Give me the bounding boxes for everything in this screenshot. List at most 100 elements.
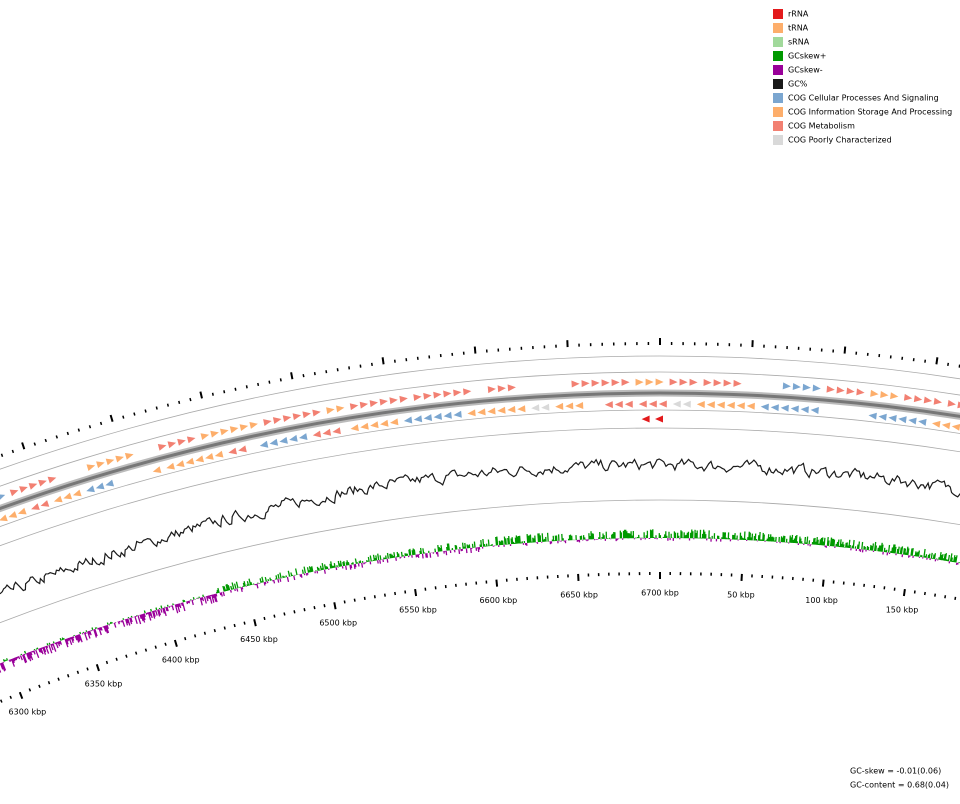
gene [918, 419, 926, 426]
gene [263, 419, 272, 426]
gene [249, 422, 258, 429]
inner-tick [77, 671, 78, 674]
ring [0, 410, 960, 610]
inner-tick [146, 649, 147, 652]
gene [153, 466, 162, 473]
gene [811, 407, 819, 414]
inner-tick [185, 637, 186, 640]
inner-tick [324, 604, 325, 607]
gene [176, 460, 185, 467]
gene [323, 429, 332, 436]
ruler-label: 6450 kbp [240, 635, 278, 644]
inner-tick [254, 619, 256, 626]
outer-tick [845, 347, 846, 354]
ruler-label: 150 kbp [886, 605, 919, 614]
gene [605, 401, 613, 408]
gene [673, 401, 681, 408]
gc-skew-negative [0, 538, 960, 730]
legend-swatch [773, 121, 783, 131]
inner-tick [385, 594, 386, 597]
gene [293, 413, 302, 420]
inner-tick [155, 646, 156, 649]
gene [48, 477, 57, 484]
legend-label: COG Information Storage And Processing [788, 108, 952, 117]
gene [801, 406, 809, 413]
outer-tick [258, 383, 259, 386]
gene [642, 416, 650, 423]
inner-tick [344, 601, 345, 604]
gene [63, 493, 72, 500]
gene [230, 426, 239, 433]
gene [289, 435, 298, 442]
legend-swatch [773, 51, 783, 61]
gene [360, 402, 368, 409]
inner-tick [395, 592, 396, 595]
inner-tick [1, 700, 2, 703]
gene [517, 405, 525, 412]
gene [737, 402, 745, 409]
gene [655, 416, 663, 423]
inner-tick [304, 608, 305, 611]
footer-gc-skew: GC-skew = -0.01(0.06) [850, 767, 941, 776]
outer-tick [200, 392, 202, 399]
inner-tick [165, 643, 166, 646]
gene [869, 413, 877, 420]
gene [115, 456, 124, 463]
outer-tick [78, 429, 79, 432]
gene [707, 401, 715, 408]
gene [952, 424, 960, 431]
gene [625, 401, 633, 408]
gene [659, 401, 667, 408]
gene [622, 379, 630, 386]
gene [443, 391, 451, 398]
inner-tick [126, 655, 127, 658]
gene [733, 380, 741, 387]
gene [18, 508, 27, 515]
outer-tick [123, 416, 124, 419]
inner-tick [68, 674, 69, 677]
gene [96, 461, 105, 468]
inner-tick [244, 622, 245, 625]
gene [791, 406, 799, 413]
gene [299, 433, 308, 440]
outer-tick [372, 363, 373, 366]
gene [727, 402, 735, 409]
outer-tick [383, 357, 384, 364]
gene [837, 387, 845, 394]
gene [168, 441, 177, 448]
gene [166, 463, 175, 470]
gene [704, 379, 712, 386]
gene [717, 402, 725, 409]
gene [453, 390, 461, 397]
gene [575, 402, 583, 409]
gene [582, 380, 590, 387]
legend-swatch [773, 107, 783, 117]
gene [747, 403, 755, 410]
ruler-label: 6350 kbp [85, 680, 123, 689]
backbone-shadow [0, 393, 960, 595]
gene [195, 455, 204, 462]
gene [942, 422, 951, 429]
outer-tick [67, 432, 68, 435]
outer-tick [247, 385, 248, 388]
ruler-label: 6400 kbp [162, 656, 200, 665]
gene [389, 397, 397, 404]
gene [856, 388, 864, 395]
outer-tick [90, 425, 91, 428]
inner-tick [935, 594, 936, 597]
outer-tick [168, 404, 169, 407]
inner-tick [49, 681, 50, 684]
legend-swatch [773, 135, 783, 145]
ruler-label: 6650 kbp [560, 590, 598, 599]
gene [326, 407, 335, 414]
legend-swatch [773, 9, 783, 19]
inner-tick [823, 580, 824, 587]
ruler-label: 6600 kbp [480, 596, 518, 605]
inner-tick [264, 617, 265, 620]
gene [201, 433, 210, 440]
outer-tick [337, 368, 338, 371]
legend-label: COG Cellular Processes And Signaling [788, 94, 939, 103]
outer-tick [303, 374, 304, 377]
